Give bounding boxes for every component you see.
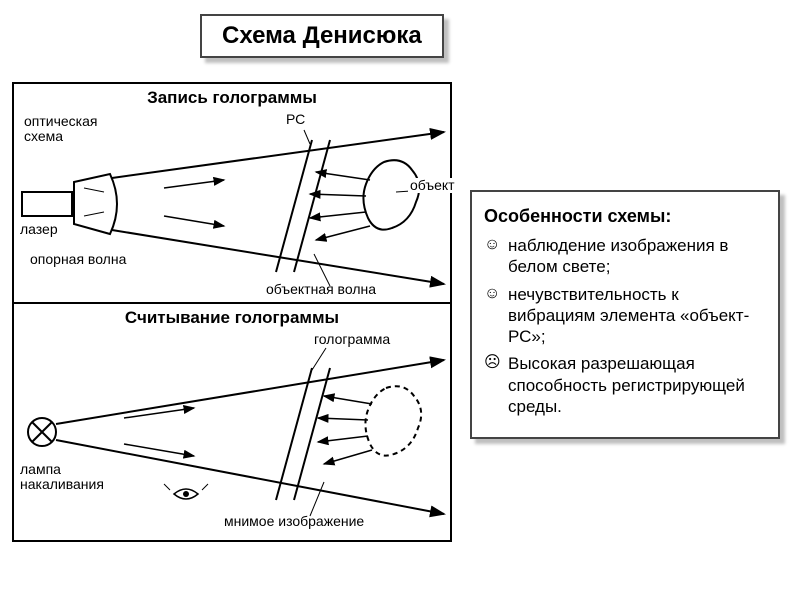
features-heading: Особенности схемы: [484,206,766,227]
label-optical-scheme: оптическая схема [24,114,97,143]
feature-item: ☺ наблюдение изображения в белом свете; [484,235,766,278]
frown-icon: ☹ [484,353,504,373]
features-panel: Особенности схемы: ☺ наблюдение изображе… [470,190,780,439]
label-object-wave: объектная волна [266,282,376,297]
diagram-panel: Запись голограммы [12,82,452,542]
smile-icon: ☺ [484,284,504,304]
label-laser: лазер [20,222,58,237]
label-rs: РС [286,112,305,127]
page-title: Схема Денисюка [200,14,444,58]
title-text: Схема Денисюка [222,22,422,49]
feature-text: нечувствительность к вибрациям элемента … [504,284,766,348]
feature-text: наблюдение изображения в белом свете; [504,235,766,278]
label-object: объект [408,178,457,193]
feature-item: ☺ нечувствительность к вибрациям элемент… [484,284,766,348]
feature-item: ☹ Высокая разрешающая способность регист… [484,353,766,417]
label-lamp: лампа накаливания [20,462,104,491]
smile-icon: ☺ [484,235,504,255]
label-hologram: голограмма [314,332,390,347]
label-virtual-image: мнимое изображение [224,514,364,529]
label-reference-wave: опорная волна [30,252,126,267]
feature-text: Высокая разрешающая способность регистри… [504,353,766,417]
